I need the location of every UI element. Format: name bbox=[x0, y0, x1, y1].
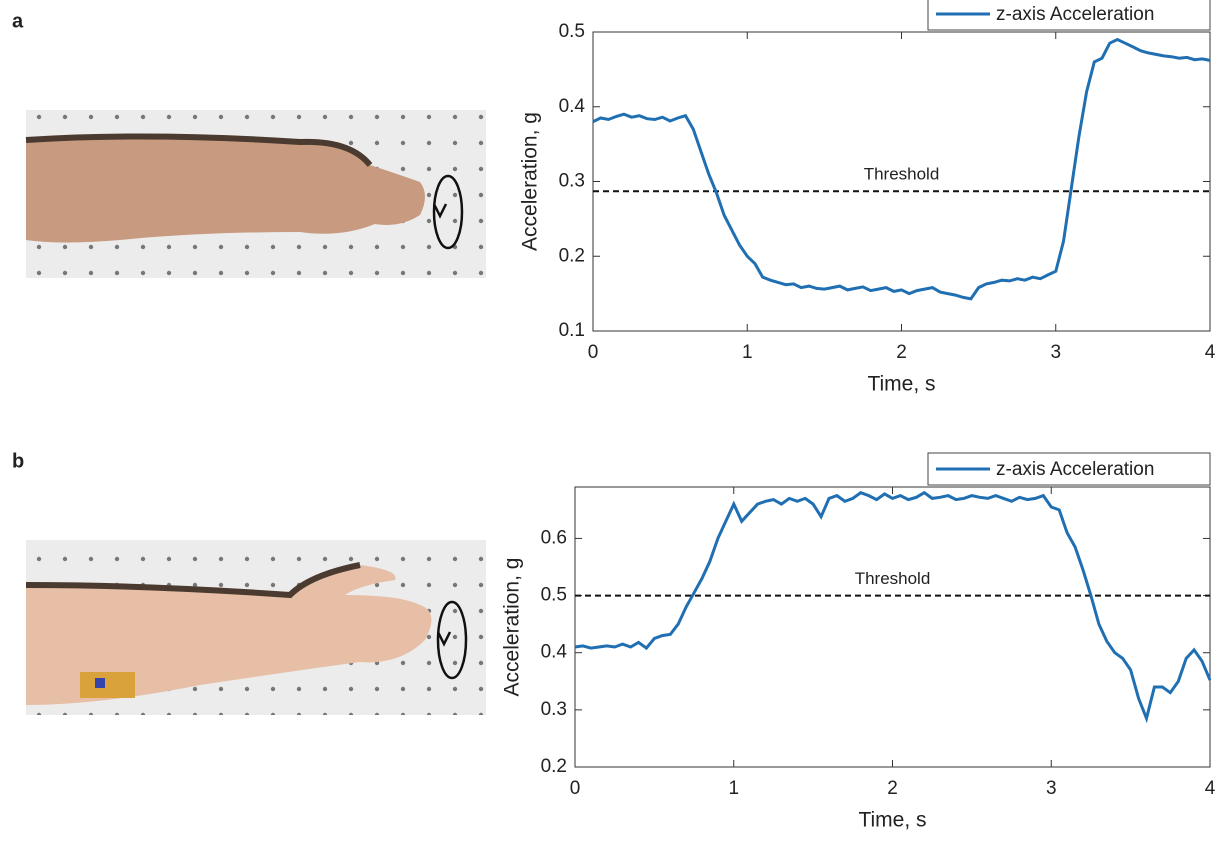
y-tick-label: 0.2 bbox=[559, 245, 585, 266]
y-tick-label: 0.4 bbox=[559, 96, 586, 117]
y-tick-label: 0.2 bbox=[541, 756, 567, 777]
y-tick-label: 0.3 bbox=[559, 171, 585, 192]
x-tick-label: 2 bbox=[887, 778, 898, 799]
x-tick-label: 3 bbox=[1046, 778, 1057, 799]
x-tick-label: 2 bbox=[896, 342, 907, 363]
x-tick-label: 1 bbox=[728, 778, 739, 799]
panel-label: b bbox=[12, 450, 24, 472]
legend-label: z-axis Acceleration bbox=[996, 459, 1154, 480]
panel-label: a bbox=[12, 10, 24, 32]
x-axis-label: Time, s bbox=[858, 809, 926, 832]
legend-label: z-axis Acceleration bbox=[996, 4, 1154, 25]
x-tick-label: 3 bbox=[1050, 342, 1061, 363]
y-axis-label: Acceleration, g bbox=[519, 112, 542, 251]
plot-frame bbox=[574, 486, 1211, 768]
x-tick-label: 0 bbox=[588, 342, 599, 363]
threshold-label: Threshold bbox=[855, 569, 931, 588]
y-tick-label: 0.6 bbox=[541, 527, 567, 548]
x-tick-label: 4 bbox=[1205, 342, 1216, 363]
y-tick-label: 0.4 bbox=[541, 642, 568, 663]
photo bbox=[25, 110, 486, 278]
data-line bbox=[574, 490, 1212, 724]
y-tick-label: 0.5 bbox=[541, 585, 567, 606]
data-line bbox=[592, 37, 1211, 301]
photo bbox=[25, 540, 486, 715]
plot-frame bbox=[592, 31, 1211, 332]
x-axis-label: Time, s bbox=[867, 373, 935, 396]
legend-box bbox=[927, 452, 1211, 486]
y-tick-label: 0.1 bbox=[559, 320, 585, 341]
x-tick-label: 0 bbox=[570, 778, 581, 799]
x-tick-label: 1 bbox=[742, 342, 753, 363]
y-tick-label: 0.5 bbox=[559, 21, 585, 42]
y-tick-label: 0.3 bbox=[541, 699, 567, 720]
x-tick-label: 4 bbox=[1205, 778, 1216, 799]
y-axis-label: Acceleration, g bbox=[501, 558, 524, 697]
threshold-label: Threshold bbox=[864, 165, 940, 184]
